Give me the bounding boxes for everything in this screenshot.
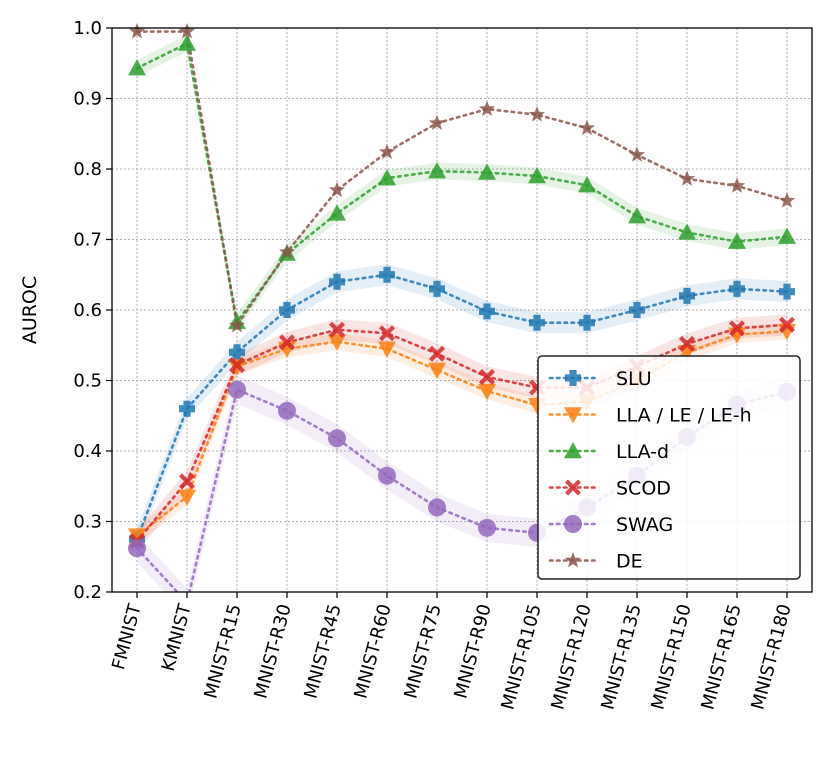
point-de bbox=[328, 181, 346, 198]
point-scod bbox=[379, 325, 395, 342]
point-slu bbox=[379, 266, 395, 283]
point-de bbox=[178, 23, 196, 39]
point-lla-d bbox=[578, 176, 596, 193]
point-scod bbox=[479, 368, 495, 385]
line-scod bbox=[135, 323, 789, 543]
point-de bbox=[378, 143, 396, 159]
point-slu bbox=[679, 287, 695, 304]
y-tick-label: 0.8 bbox=[73, 159, 102, 180]
point-scod bbox=[329, 321, 345, 338]
line-lla-d bbox=[135, 41, 789, 326]
point-slu bbox=[529, 314, 545, 331]
point-lla-le-le-h bbox=[128, 528, 146, 545]
point-swag bbox=[378, 466, 396, 485]
y-tick-label: 1.0 bbox=[73, 18, 102, 39]
y-tick-label: 0.2 bbox=[73, 582, 102, 603]
point-de bbox=[428, 114, 446, 131]
point-lla-d bbox=[778, 227, 796, 244]
legend-label-lla-d: LLA-d bbox=[616, 441, 669, 463]
point-scod bbox=[429, 345, 445, 362]
point-lla-le-le-h bbox=[428, 362, 446, 379]
legend-box bbox=[537, 355, 801, 580]
point-de bbox=[778, 192, 796, 208]
point-de bbox=[628, 146, 646, 162]
legend-label-slu: SLU bbox=[616, 368, 652, 390]
point-slu bbox=[229, 344, 245, 361]
point-scod bbox=[779, 316, 795, 333]
legend-label-swag: SWAG bbox=[616, 514, 673, 536]
legend-marker-swag bbox=[564, 515, 582, 533]
point-scod bbox=[229, 356, 245, 373]
point-lla-d bbox=[478, 163, 496, 180]
point-slu bbox=[429, 280, 445, 297]
point-lla-d bbox=[328, 204, 346, 221]
point-scod bbox=[179, 473, 195, 490]
point-swag bbox=[478, 518, 496, 537]
legend-marker-scod bbox=[565, 479, 581, 496]
point-slu bbox=[329, 273, 345, 290]
point-slu bbox=[779, 283, 795, 300]
point-swag bbox=[328, 429, 346, 448]
point-de bbox=[678, 170, 696, 186]
point-lla-le-le-h bbox=[478, 383, 496, 401]
y-axis-label: AUROC bbox=[19, 276, 41, 344]
point-lla-d bbox=[428, 162, 446, 179]
legend-label-scod: SCOD bbox=[616, 478, 671, 500]
legend-marker-lla-d bbox=[564, 442, 582, 459]
y-axis-ticks: 0.2 0.3 0.4 0.5 0.6 0.7 0.8 0.9 1.0 bbox=[73, 18, 112, 603]
y-tick-label: 0.4 bbox=[73, 441, 102, 462]
line-lla-le-le-h bbox=[135, 329, 789, 537]
band-swag bbox=[137, 375, 787, 592]
point-slu bbox=[479, 303, 495, 320]
y-tick-label: 0.5 bbox=[73, 371, 102, 392]
point-de bbox=[278, 243, 296, 260]
point-de bbox=[528, 106, 546, 122]
point-scod bbox=[729, 320, 745, 337]
legend-label-de: DE bbox=[616, 551, 643, 573]
y-tick-label: 0.3 bbox=[73, 512, 102, 533]
point-swag bbox=[128, 539, 146, 558]
point-de bbox=[728, 177, 746, 193]
point-lla-le-le-h bbox=[328, 334, 346, 351]
point-lla-d bbox=[528, 167, 546, 184]
point-swag bbox=[278, 401, 296, 420]
point-swag bbox=[228, 380, 246, 399]
point-lla-d bbox=[628, 207, 646, 224]
point-slu bbox=[729, 280, 745, 297]
point-lla-d bbox=[378, 169, 396, 186]
y-tick-label: 0.6 bbox=[73, 300, 102, 321]
point-de bbox=[128, 23, 146, 39]
legend-marker-slu bbox=[565, 370, 581, 386]
legend-marker-de bbox=[564, 552, 582, 568]
legend-marker-lla-le-le-h bbox=[564, 407, 582, 424]
point-slu bbox=[179, 400, 195, 417]
point-lla-d bbox=[178, 34, 196, 51]
point-slu bbox=[629, 302, 645, 318]
point-de bbox=[578, 119, 596, 135]
point-scod bbox=[679, 335, 695, 352]
legend: SLU LLA / LE / LE-h LLA-d SCOD SWAG DE bbox=[537, 355, 801, 580]
point-slu bbox=[279, 302, 295, 318]
legend-label-lla-le-le-h: LLA / LE / LE-h bbox=[616, 405, 752, 427]
point-slu bbox=[579, 314, 595, 331]
line-slu bbox=[135, 273, 789, 541]
point-swag bbox=[428, 498, 446, 517]
point-lla-d bbox=[128, 59, 146, 76]
point-lla-d bbox=[678, 223, 696, 240]
point-de bbox=[478, 100, 496, 116]
point-lla-le-le-h bbox=[178, 489, 196, 506]
point-scod bbox=[279, 334, 295, 351]
point-lla-le-le-h bbox=[378, 341, 396, 358]
y-tick-label: 0.7 bbox=[73, 230, 102, 251]
line-de bbox=[135, 30, 789, 329]
point-de bbox=[228, 317, 246, 333]
y-tick-label: 0.9 bbox=[73, 89, 102, 110]
band-slu bbox=[137, 264, 787, 550]
point-lla-d bbox=[728, 232, 746, 249]
